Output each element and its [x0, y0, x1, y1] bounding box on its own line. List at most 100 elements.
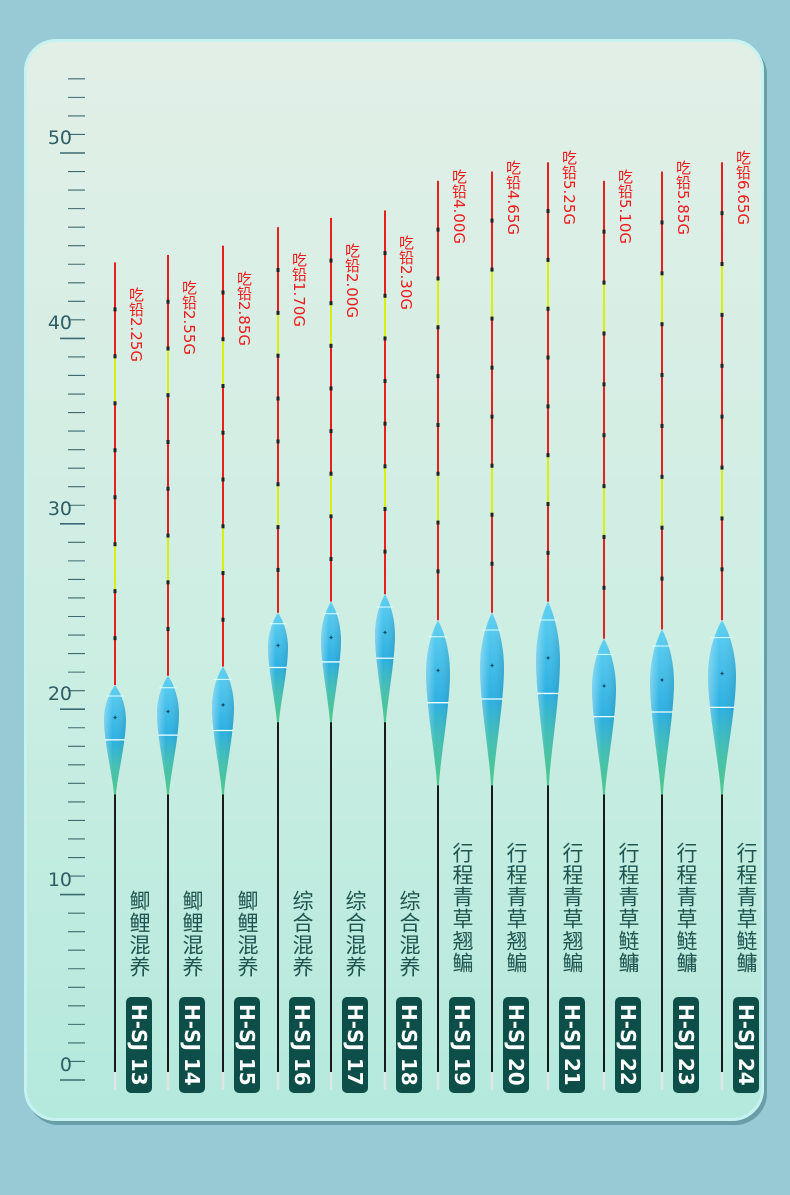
float-tip-mark [166, 440, 170, 445]
float-logo: ✦ [328, 634, 334, 642]
float-tip-mark [436, 276, 440, 281]
float-tip-mark [113, 542, 117, 547]
ruler-label: 30 [47, 497, 72, 520]
lead-weight-label: 吃铅2.00G [343, 242, 361, 318]
float-tip-mark [166, 580, 170, 585]
category-label: 鲫鲤混养 [235, 890, 259, 978]
float-tip-mark [276, 439, 280, 444]
float-tip-mark [329, 514, 333, 519]
float-tip-mark [329, 301, 333, 306]
float-logo: ✦ [489, 662, 495, 670]
model-badge: H-SJ 16 [289, 997, 315, 1093]
category-label: 综合混养 [343, 890, 367, 978]
float-tip-mark [660, 576, 664, 581]
ruler-label: 10 [47, 868, 72, 891]
float-tip-mark [602, 280, 606, 285]
category-label: 综合混养 [397, 890, 421, 978]
model-badge: H-SJ 19 [449, 997, 475, 1093]
float-tip-mark [546, 502, 550, 507]
float-tip-mark [720, 363, 724, 368]
ruler-label: 40 [47, 312, 72, 335]
model-badge: H-SJ 17 [342, 997, 368, 1093]
float-tip-mark [546, 404, 550, 409]
float-tip-mark [276, 567, 280, 572]
float-tip-mark [490, 414, 494, 419]
model-badge: H-SJ 15 [234, 997, 260, 1093]
float-tip-mark [602, 433, 606, 438]
float-tip-mark [546, 453, 550, 458]
float-tip-mark [490, 561, 494, 566]
float-tip-mark [329, 258, 333, 263]
model-badge: H-SJ 14 [179, 997, 205, 1093]
float-tip-mark [276, 482, 280, 487]
float-tip-mark [166, 299, 170, 304]
category-label: 行程青草翘鳊 [450, 842, 474, 974]
lead-weight-label: 吃铅5.10G [616, 168, 634, 244]
category-label: 综合混养 [290, 890, 314, 978]
float-tip-mark [660, 271, 664, 276]
float-logo: ✦ [659, 676, 665, 684]
product-card [24, 39, 764, 1121]
float-tip-mark [276, 525, 280, 530]
float-logo: ✦ [165, 708, 171, 716]
float-tip-mark [221, 524, 225, 529]
float-logo: ✦ [545, 654, 551, 662]
lead-weight-label: 吃铅4.00G [450, 168, 468, 244]
float-tip-mark [602, 229, 606, 234]
float-tip-mark [329, 343, 333, 348]
float-tip-mark [166, 627, 170, 632]
float-tip-mark [113, 401, 117, 406]
category-label: 行程青草鲢鳙 [674, 842, 698, 974]
lead-weight-label: 吃铅1.70G [290, 252, 308, 328]
float-tip-mark [490, 512, 494, 517]
float-tip-mark [383, 464, 387, 469]
float-tip-mark [113, 636, 117, 641]
float-tip-mark [221, 571, 225, 576]
float-tip-mark [602, 382, 606, 387]
lead-weight-label: 吃铅5.85G [674, 159, 692, 235]
float-tip-mark [276, 396, 280, 401]
float-tip-mark [436, 374, 440, 379]
float-logo: ✦ [435, 667, 441, 675]
float-tip-mark [221, 337, 225, 342]
float-tip-mark [720, 516, 724, 521]
float-tip-mark [602, 534, 606, 539]
float-tip-mark [546, 550, 550, 555]
model-badge: H-SJ 18 [396, 997, 422, 1093]
float-tip-mark [490, 316, 494, 321]
float-logo: ✦ [719, 670, 725, 678]
float-tip-mark [113, 448, 117, 453]
float-tip-mark [720, 414, 724, 419]
lead-weight-label: 吃铅2.85G [235, 270, 253, 346]
float-tip-mark [166, 393, 170, 398]
float-tip-mark [660, 423, 664, 428]
float-tip-mark [436, 325, 440, 330]
model-badge: H-SJ 23 [673, 997, 699, 1093]
ruler-label: 50 [47, 127, 72, 149]
float-tip-mark [436, 471, 440, 476]
float-tip-mark [602, 331, 606, 336]
float-tip-mark [660, 474, 664, 479]
float-tip-mark [113, 354, 117, 359]
float-tip-mark [602, 484, 606, 489]
float-tip-mark [546, 257, 550, 262]
float-tip-mark [720, 262, 724, 267]
model-badge: H-SJ 21 [559, 997, 585, 1093]
float-tip-mark [113, 589, 117, 594]
float-tip-mark [546, 355, 550, 360]
float-tip-mark [720, 465, 724, 470]
float-tip-mark [436, 569, 440, 574]
category-label: 行程青草鲢鳙 [616, 842, 640, 974]
lead-weight-label: 吃铅2.25G [127, 287, 145, 363]
float-tip-mark [113, 307, 117, 312]
float-tip-mark [221, 290, 225, 295]
float-tip-mark [276, 310, 280, 315]
float-tip-mark [660, 373, 664, 378]
float-tip-mark [383, 379, 387, 384]
float-tip-mark [436, 520, 440, 525]
float-tip-mark [383, 293, 387, 298]
float-tip-mark [436, 422, 440, 427]
float-tip-mark [329, 557, 333, 562]
lead-weight-label: 吃铅4.65G [504, 159, 522, 235]
ruler-label: 0 [59, 1054, 72, 1076]
